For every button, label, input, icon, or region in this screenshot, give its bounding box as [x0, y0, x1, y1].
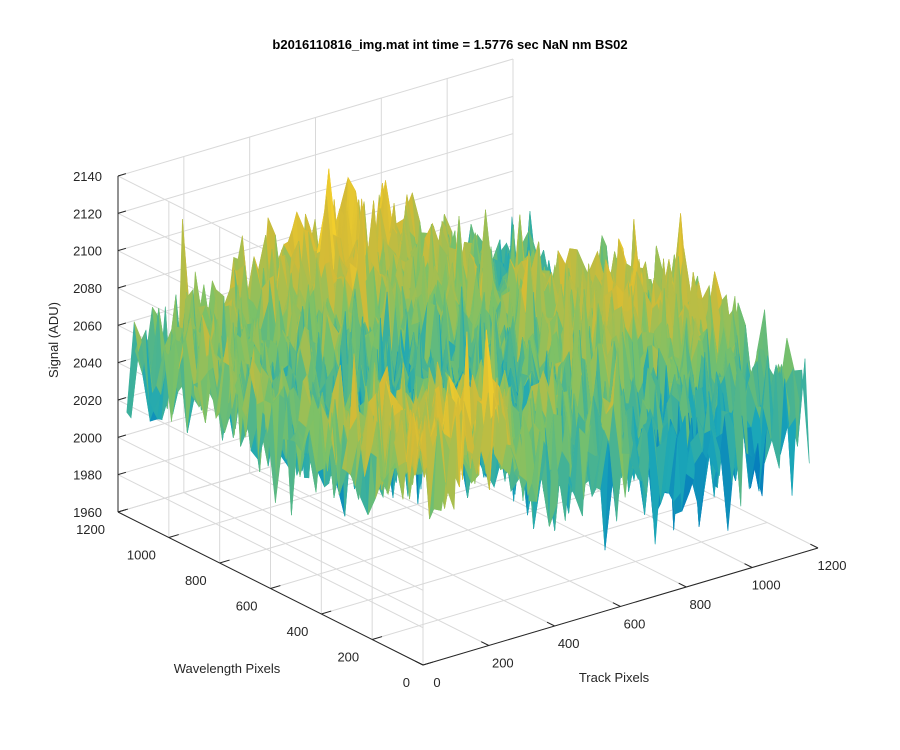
z-tick-label: 2000	[73, 430, 102, 445]
y-tick-mark	[168, 534, 179, 538]
z-tick-label: 2080	[73, 281, 102, 296]
z-tick-mark	[117, 397, 127, 401]
grid-line	[183, 492, 490, 646]
x-tick-mark	[744, 563, 753, 568]
surface-layer	[126, 168, 810, 551]
z-tick-mark	[117, 434, 127, 438]
y-tick-mark	[219, 559, 230, 564]
surface-patch	[797, 358, 810, 464]
y-tick-mark	[270, 585, 281, 589]
y-tick-label: 1000	[127, 548, 156, 563]
x-axis-label: Track Pixels	[579, 670, 650, 685]
z-tick-mark	[117, 471, 127, 476]
z-tick-mark	[117, 359, 127, 364]
z-tick-label: 1980	[73, 468, 102, 483]
x-tick-label: 800	[689, 597, 711, 612]
x-tick-mark	[810, 543, 819, 549]
x-tick-mark	[546, 621, 555, 627]
x-tick-mark	[480, 641, 490, 646]
z-tick-label: 2140	[73, 169, 102, 184]
z-tick-label: 2020	[73, 393, 102, 408]
y-tick-mark	[321, 610, 332, 615]
x-tick-label: 1200	[818, 558, 847, 573]
y-tick-label: 800	[185, 573, 207, 588]
y-tick-mark	[372, 636, 383, 640]
z-tick-mark	[117, 285, 127, 289]
tick-layer: 0 200 400 600 800 1000 1200 0 200 400 600 800 1000 12…	[73, 169, 846, 690]
x-tick-label: 600	[624, 617, 646, 632]
z-tick-mark	[117, 210, 127, 214]
z-tick-label: 2060	[73, 318, 102, 333]
y-tick-label: 0	[403, 675, 410, 690]
x-tick-label: 400	[558, 636, 580, 651]
y-axis-label: Wavelength Pixels	[174, 661, 281, 676]
y-tick-mark	[422, 661, 434, 666]
grid-line	[249, 472, 555, 627]
z-axis-label: Signal (ADU)	[46, 302, 61, 378]
y-tick-label: 200	[337, 650, 359, 665]
x-tick-mark	[612, 602, 621, 607]
y-tick-label: 1200	[76, 522, 105, 537]
z-tick-label: 2040	[73, 356, 102, 371]
z-tick-mark	[117, 509, 127, 513]
y-tick-label: 600	[236, 599, 258, 614]
z-tick-mark	[117, 247, 127, 252]
z-tick-label: 2100	[73, 244, 102, 259]
y-tick-label: 400	[287, 624, 309, 639]
chart-title: b2016110816_img.mat int time = 1.5776 se…	[272, 37, 627, 52]
z-tick-label: 1960	[73, 505, 102, 520]
x-tick-mark	[678, 582, 687, 588]
z-tick-label: 2120	[73, 206, 102, 221]
x-tick-label: 200	[492, 656, 514, 671]
x-tick-label: 0	[433, 675, 440, 690]
x-tick-label: 1000	[752, 578, 781, 593]
x-tick-mark	[415, 660, 424, 666]
z-tick-mark	[117, 173, 127, 177]
z-tick-mark	[117, 322, 127, 326]
